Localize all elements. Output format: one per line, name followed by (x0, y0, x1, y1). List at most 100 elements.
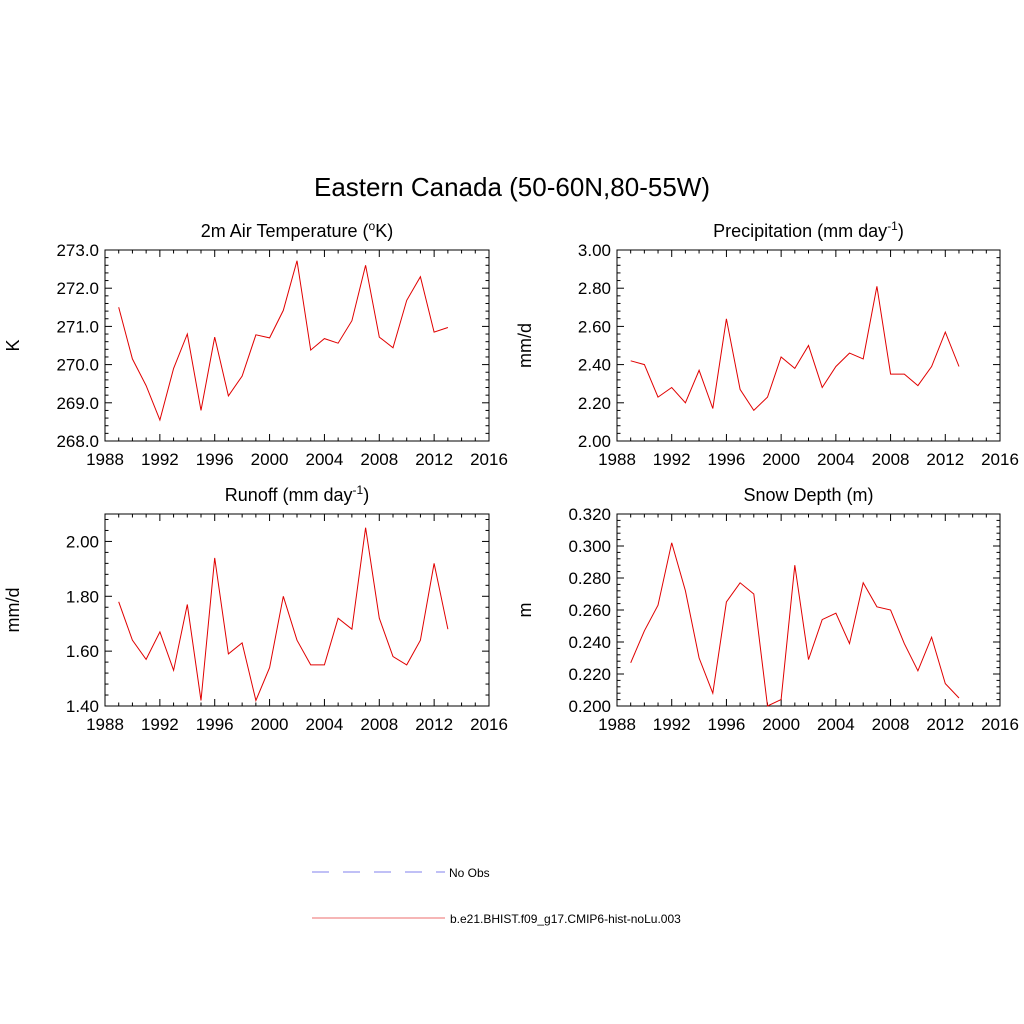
data-point (296, 639, 298, 641)
x-tick-label: 2000 (251, 450, 289, 469)
y-tick-label: 0.260 (568, 601, 611, 620)
data-point (214, 336, 216, 338)
data-point (862, 358, 864, 360)
x-tick-label: 1996 (708, 450, 746, 469)
data-point (214, 557, 216, 559)
y-tick-label: 0.220 (568, 665, 611, 684)
data-point (807, 344, 809, 346)
data-point (378, 336, 380, 338)
panel-title-superscript: -1 (887, 219, 898, 233)
data-point (903, 642, 905, 644)
data-point (406, 664, 408, 666)
data-point (145, 658, 147, 660)
y-tick-label: 0.200 (568, 697, 611, 716)
data-point (323, 337, 325, 339)
y-tick-label: 268.0 (56, 432, 99, 451)
data-point (419, 276, 421, 278)
data-point (821, 618, 823, 620)
data-point (629, 360, 631, 362)
y-axis-label: m (515, 603, 535, 618)
data-point (629, 662, 631, 664)
data-point (118, 601, 120, 603)
panel-title-suffix: K) (375, 221, 393, 241)
data-point (917, 384, 919, 386)
data-point (351, 319, 353, 321)
y-axis-label: mm/d (515, 323, 535, 368)
data-point (848, 352, 850, 354)
legend: No Obs b.e21.BHIST.f09_g17.CMIP6-hist-noL… (312, 866, 681, 926)
data-point (794, 564, 796, 566)
x-tick-label: 1988 (598, 715, 636, 734)
data-point (392, 655, 394, 657)
data-point (447, 326, 449, 328)
data-point (227, 395, 229, 397)
data-point (392, 347, 394, 349)
data-point (200, 409, 202, 411)
data-point (364, 264, 366, 266)
data-point (268, 666, 270, 668)
data-point (406, 299, 408, 301)
x-tick-label: 2004 (817, 450, 855, 469)
data-point (131, 358, 133, 360)
data-point (337, 617, 339, 619)
data-point (671, 542, 673, 544)
y-tick-label: 2.00 (578, 432, 611, 451)
data-point (310, 349, 312, 351)
data-point (862, 582, 864, 584)
panel-title: 2m Air Temperature (oK) (201, 219, 393, 241)
y-tick-label: 0.240 (568, 633, 611, 652)
x-tick-label: 2016 (470, 715, 508, 734)
series-line (630, 286, 960, 412)
panel-title-text: Snow Depth (m) (743, 485, 873, 505)
x-tick-label: 2000 (762, 450, 800, 469)
data-point (657, 604, 659, 606)
data-point (889, 373, 891, 375)
data-point (643, 630, 645, 632)
data-point (145, 384, 147, 386)
data-point (698, 657, 700, 659)
panel-title-superscript: o (369, 219, 376, 233)
legend-entry-2: b.e21.BHIST.f09_g17.CMIP6-hist-noLu.003 (312, 912, 681, 926)
panel-title: Runoff (mm day-1) (225, 483, 369, 505)
legend-label: No Obs (449, 866, 490, 880)
data-point (876, 285, 878, 287)
data-point (131, 639, 133, 641)
x-tick-label: 1992 (653, 450, 691, 469)
data-point (917, 670, 919, 672)
x-tick-label: 1996 (708, 715, 746, 734)
x-tick-label: 2012 (926, 715, 964, 734)
data-point (337, 342, 339, 344)
y-tick-label: 0.300 (568, 537, 611, 556)
y-tick-label: 2.60 (578, 317, 611, 336)
series-line (118, 527, 449, 703)
data-point (876, 606, 878, 608)
data-point (268, 337, 270, 339)
data-point (447, 628, 449, 630)
x-tick-label: 2008 (360, 715, 398, 734)
data-point (172, 367, 174, 369)
data-point (684, 590, 686, 592)
y-tick-label: 2.80 (578, 279, 611, 298)
y-axis-label: mm/d (3, 588, 23, 633)
data-point (671, 386, 673, 388)
panel-title-text: 2m Air Temperature ( (201, 221, 369, 241)
y-tick-label: 1.80 (66, 587, 99, 606)
y-tick-label: 0.280 (568, 569, 611, 588)
x-tick-label: 1988 (86, 715, 124, 734)
panel-title-superscript: -1 (353, 483, 364, 497)
panel-title-suffix: ) (898, 221, 904, 241)
series-line (630, 542, 960, 707)
x-tick-label: 1988 (86, 450, 124, 469)
y-tick-label: 2.40 (578, 356, 611, 375)
y-tick-label: 0.320 (568, 505, 611, 524)
data-point (241, 375, 243, 377)
data-point (364, 527, 366, 529)
data-point (419, 639, 421, 641)
y-tick-label: 1.40 (66, 697, 99, 716)
data-point (323, 664, 325, 666)
data-point (241, 642, 243, 644)
data-point (930, 365, 932, 367)
data-point (753, 409, 755, 411)
data-point (159, 419, 161, 421)
